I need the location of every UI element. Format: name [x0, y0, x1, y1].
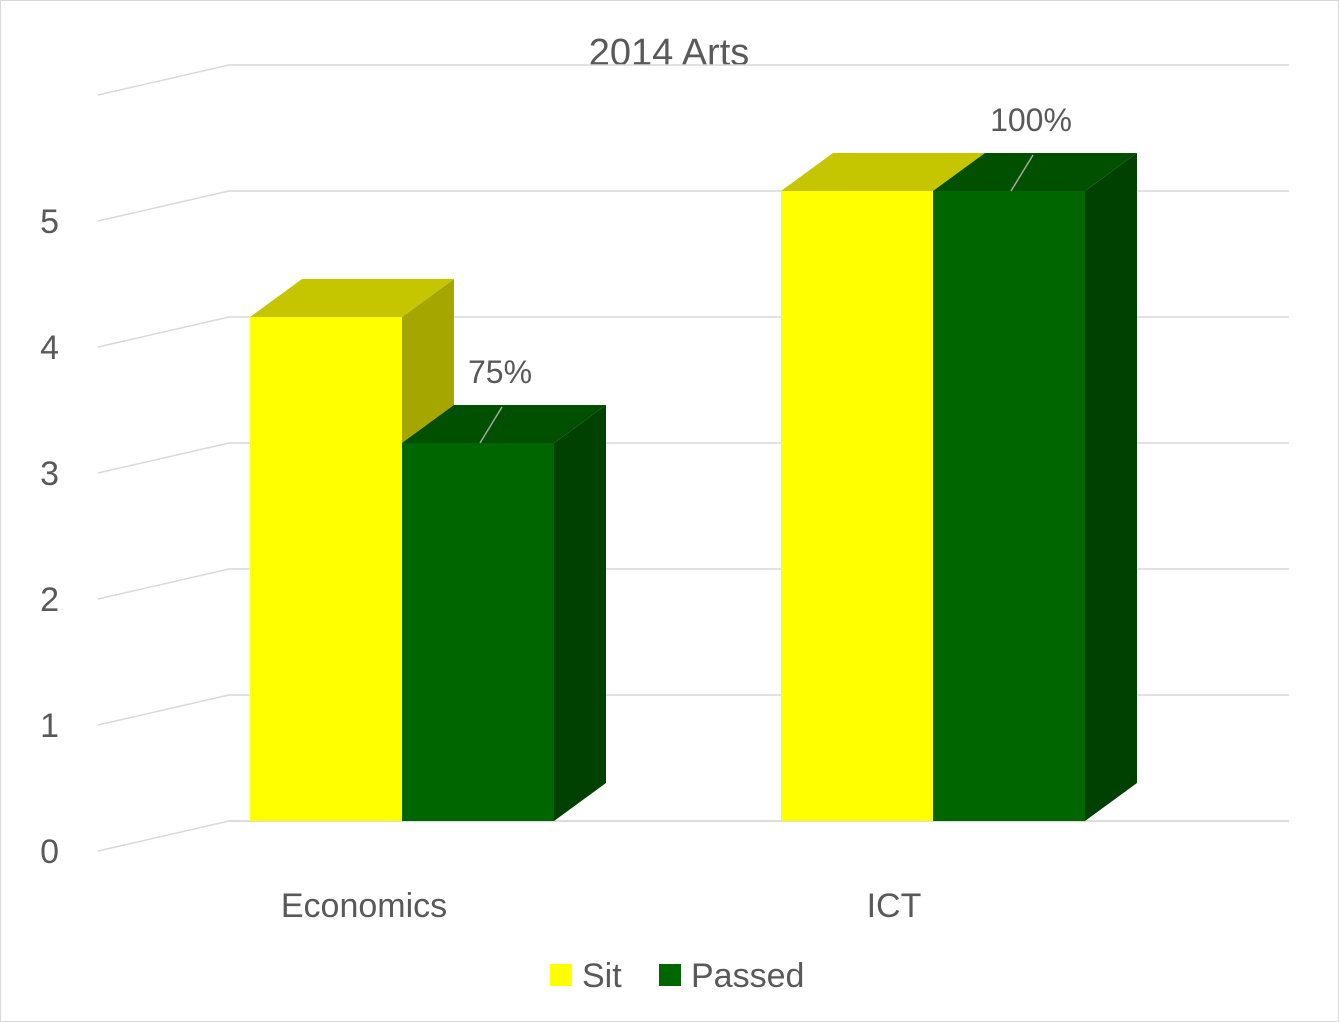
bar — [250, 317, 402, 821]
y-axis: 0 1 2 3 4 5 — [40, 203, 59, 871]
bar — [402, 443, 554, 821]
y-tick-label: 1 — [40, 707, 59, 745]
data-label-leader — [479, 406, 503, 444]
gridline-wall — [97, 316, 230, 348]
y-tick-label: 4 — [40, 329, 59, 367]
legend-label: Sit — [582, 957, 622, 995]
bar-top — [781, 153, 985, 191]
data-labels: 75% 100% — [468, 102, 1072, 444]
gridline-wall — [97, 442, 230, 474]
gridline-wall — [97, 64, 230, 96]
legend-label: Passed — [691, 957, 804, 995]
y-tick-label: 5 — [40, 203, 59, 241]
bar-side — [1085, 153, 1137, 821]
gridline-wall — [97, 568, 230, 600]
legend-swatch — [550, 964, 572, 986]
bar — [933, 191, 1085, 821]
y-tick-label: 3 — [40, 455, 59, 493]
bar-top — [933, 153, 1137, 191]
bar — [781, 191, 933, 821]
gridline-wall — [97, 694, 230, 726]
legend-swatch — [659, 964, 681, 986]
bar-top — [402, 405, 606, 443]
x-tick-label: Economics — [281, 887, 447, 925]
x-axis: Economics ICT — [281, 887, 922, 925]
data-label-leader — [1010, 154, 1034, 192]
y-tick-label: 0 — [40, 833, 59, 871]
legend: Sit Passed — [550, 957, 804, 995]
y-tick-label: 2 — [40, 581, 59, 619]
chart-title: 2014 Arts — [589, 32, 750, 74]
bars — [250, 153, 1137, 821]
x-tick-label: ICT — [867, 887, 922, 925]
data-label: 100% — [990, 102, 1072, 138]
gridline-wall — [97, 190, 230, 222]
bar-top — [250, 279, 454, 317]
bar-side — [554, 405, 606, 821]
data-label: 75% — [468, 354, 532, 390]
gridline-wall — [97, 820, 230, 852]
